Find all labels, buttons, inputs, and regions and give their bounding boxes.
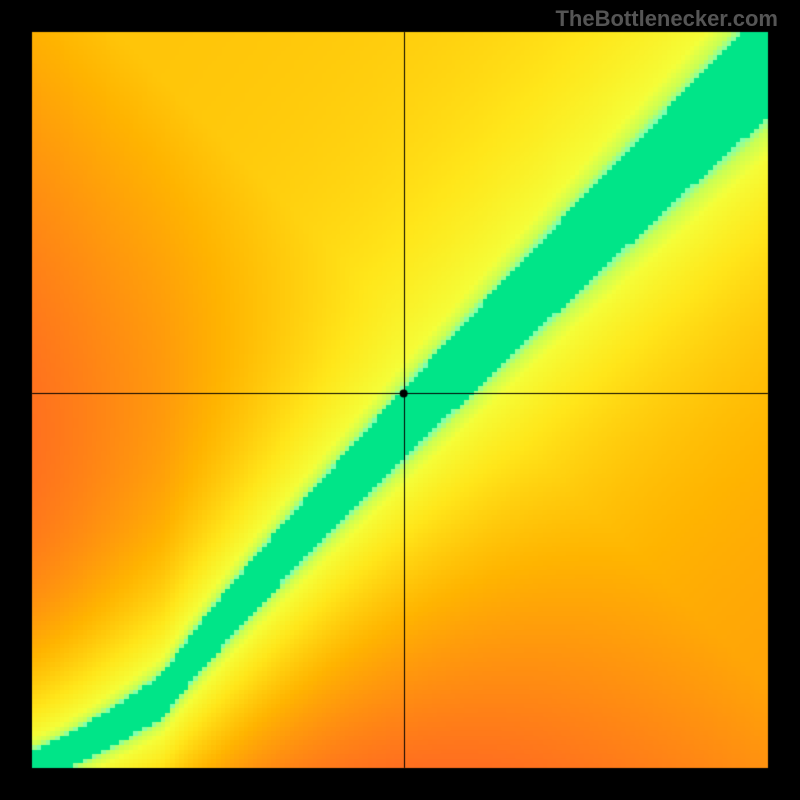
watermark-text: TheBottlenecker.com — [555, 6, 778, 32]
chart-container: TheBottlenecker.com — [0, 0, 800, 800]
crosshair-overlay — [0, 0, 800, 800]
